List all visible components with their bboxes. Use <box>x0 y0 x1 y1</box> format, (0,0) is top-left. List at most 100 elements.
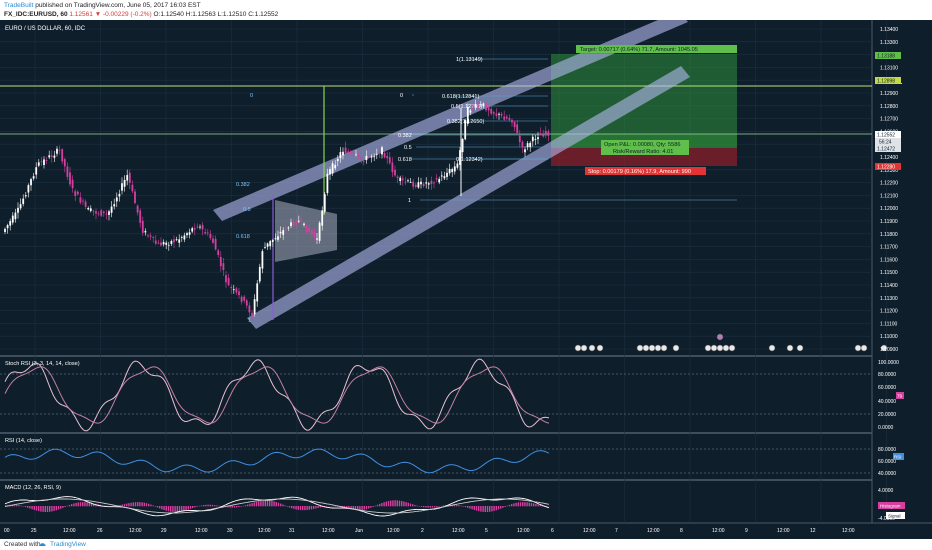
candle-body[interactable] <box>230 286 233 289</box>
macd-bar[interactable] <box>238 506 240 508</box>
candle-body[interactable] <box>180 237 183 239</box>
candle-body[interactable] <box>162 242 165 245</box>
macd-bar[interactable] <box>511 504 513 507</box>
macd-bar[interactable] <box>434 506 436 508</box>
candle-body[interactable] <box>407 180 409 182</box>
candle-body[interactable] <box>331 163 334 174</box>
macd-bar[interactable] <box>504 506 506 507</box>
candle-body[interactable] <box>482 103 485 107</box>
candle-body[interactable] <box>274 238 277 240</box>
macd-bar[interactable] <box>77 502 79 507</box>
candle-body[interactable] <box>9 221 12 226</box>
macd-bar[interactable] <box>387 500 390 507</box>
macd-bar[interactable] <box>522 502 524 507</box>
macd-bar[interactable] <box>170 506 172 512</box>
candle-body[interactable] <box>206 232 209 234</box>
candle-body[interactable] <box>22 198 25 204</box>
candle-body[interactable] <box>123 179 126 187</box>
candle-body[interactable] <box>433 182 435 184</box>
macd-bar[interactable] <box>119 505 121 507</box>
candle-body[interactable] <box>365 155 368 161</box>
candle-body[interactable] <box>492 112 495 114</box>
event-markers[interactable] <box>574 333 888 352</box>
candle-body[interactable] <box>269 241 272 247</box>
candle-body[interactable] <box>391 162 394 173</box>
candle-body[interactable] <box>469 110 472 113</box>
macd-bar[interactable] <box>484 506 486 513</box>
macd-bar[interactable] <box>299 506 302 511</box>
time-axis[interactable]: 00 25 12:00 26 12:00 29 12:00 30 12:00 31 12:00 Jun… <box>4 528 855 534</box>
macd-bar[interactable] <box>20 505 22 507</box>
candle-body[interactable] <box>232 289 235 291</box>
candle-body[interactable] <box>518 135 521 143</box>
candle-body[interactable] <box>355 154 357 156</box>
macd-bar[interactable] <box>286 506 288 507</box>
candle-body[interactable] <box>316 238 318 240</box>
macd-bar[interactable] <box>319 506 321 508</box>
macd-bar[interactable] <box>66 505 68 507</box>
candle-body[interactable] <box>58 149 61 151</box>
macd-bar[interactable] <box>390 500 392 507</box>
macd-bar[interactable] <box>211 504 214 507</box>
candle-body[interactable] <box>505 116 508 119</box>
candle-body[interactable] <box>310 230 313 235</box>
candle-body[interactable] <box>167 244 170 246</box>
candle-body[interactable] <box>383 153 386 158</box>
candle-body[interactable] <box>27 185 30 193</box>
macd-bar[interactable] <box>335 506 337 507</box>
macd-bar[interactable] <box>249 503 251 507</box>
candle-body[interactable] <box>271 239 274 242</box>
candle-body[interactable] <box>45 160 48 161</box>
macd-bar[interactable] <box>495 506 497 511</box>
macd-bar[interactable] <box>359 506 361 511</box>
candle-body[interactable] <box>508 117 511 120</box>
candle-body[interactable] <box>97 213 100 215</box>
candle-body[interactable] <box>453 166 456 172</box>
candle-body[interactable] <box>427 183 430 185</box>
candle-body[interactable] <box>66 166 69 177</box>
macd-bar[interactable] <box>308 506 310 510</box>
candle-body[interactable] <box>440 175 443 177</box>
macd-bar[interactable] <box>528 502 530 507</box>
candle-body[interactable] <box>201 224 204 230</box>
macd-bar[interactable] <box>260 500 262 507</box>
event-marker-icon[interactable] <box>854 344 862 352</box>
candle-body[interactable] <box>485 104 487 111</box>
candle-body[interactable] <box>396 176 399 179</box>
macd-bar[interactable] <box>275 501 277 507</box>
macd-bar[interactable] <box>156 506 159 508</box>
candle-body[interactable] <box>292 221 295 226</box>
macd-bar[interactable] <box>86 502 88 507</box>
candle-body[interactable] <box>40 161 43 163</box>
macd-bar[interactable] <box>431 506 434 508</box>
macd-bar[interactable] <box>500 506 502 509</box>
macd-bar[interactable] <box>42 506 44 512</box>
event-marker-icon[interactable] <box>672 344 680 352</box>
macd-bar[interactable] <box>209 504 211 507</box>
macd-bar[interactable] <box>187 506 189 510</box>
macd-bar[interactable] <box>255 501 258 507</box>
candle-body[interactable] <box>438 179 441 183</box>
candle-body[interactable] <box>542 134 545 137</box>
candle-body[interactable] <box>422 183 425 186</box>
macd-bar[interactable] <box>478 506 480 512</box>
candle-body[interactable] <box>87 208 90 210</box>
candle-body[interactable] <box>287 227 290 229</box>
candle-body[interactable] <box>196 226 199 228</box>
candle-body[interactable] <box>17 207 19 213</box>
macd-bar[interactable] <box>526 502 528 507</box>
macd-bar[interactable] <box>291 506 293 509</box>
candle-body[interactable] <box>303 223 305 225</box>
macd-bar[interactable] <box>154 506 156 507</box>
candle-body[interactable] <box>360 157 363 160</box>
candle-body[interactable] <box>409 181 412 183</box>
stoch-k-line[interactable] <box>4 358 550 432</box>
candle-body[interactable] <box>464 120 467 140</box>
macd-bar[interactable] <box>200 505 203 507</box>
candle-body[interactable] <box>474 104 477 107</box>
price-candles[interactable] <box>4 99 550 321</box>
macd-bar[interactable] <box>240 506 242 507</box>
candle-body[interactable] <box>76 191 79 195</box>
macd-bar[interactable] <box>40 506 42 512</box>
candle-body[interactable] <box>37 162 40 166</box>
